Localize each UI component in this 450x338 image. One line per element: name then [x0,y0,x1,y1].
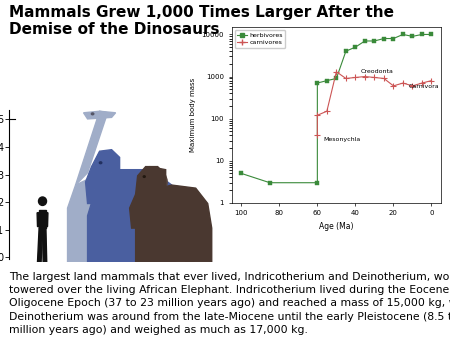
Ellipse shape [91,113,94,115]
Ellipse shape [99,162,102,164]
Polygon shape [68,173,166,262]
Polygon shape [45,213,48,226]
Polygon shape [152,194,160,262]
Polygon shape [152,208,160,262]
Y-axis label: Maximum body mass: Maximum body mass [190,78,196,152]
Polygon shape [150,167,166,194]
Polygon shape [37,213,40,226]
Text: Carnivora: Carnivora [409,84,439,90]
Polygon shape [108,196,120,262]
Polygon shape [92,150,120,190]
Polygon shape [76,111,108,185]
Text: Demise of the Dinosaurs: Demise of the Dinosaurs [9,22,220,37]
Text: Mammals Grew 1,000 Times Larger After the: Mammals Grew 1,000 Times Larger After th… [9,5,394,20]
Polygon shape [86,167,99,203]
Polygon shape [135,167,164,208]
Polygon shape [135,185,212,262]
Ellipse shape [143,176,145,177]
Polygon shape [84,111,116,119]
Text: The largest land mammals that ever lived, Indricotherium and Deinotherium, would: The largest land mammals that ever lived… [9,272,450,335]
Polygon shape [186,208,194,262]
Text: Creodonta: Creodonta [361,69,394,74]
Polygon shape [144,191,153,262]
Ellipse shape [150,171,167,193]
Polygon shape [88,170,176,262]
Text: Mesonychla: Mesonychla [323,137,360,142]
Polygon shape [130,194,142,228]
Polygon shape [42,228,47,262]
Polygon shape [81,188,94,262]
Ellipse shape [39,197,46,206]
Polygon shape [37,228,42,262]
X-axis label: Age (Ma): Age (Ma) [319,222,354,231]
Legend: herbivores, carnivores: herbivores, carnivores [235,30,285,48]
Polygon shape [39,210,46,228]
